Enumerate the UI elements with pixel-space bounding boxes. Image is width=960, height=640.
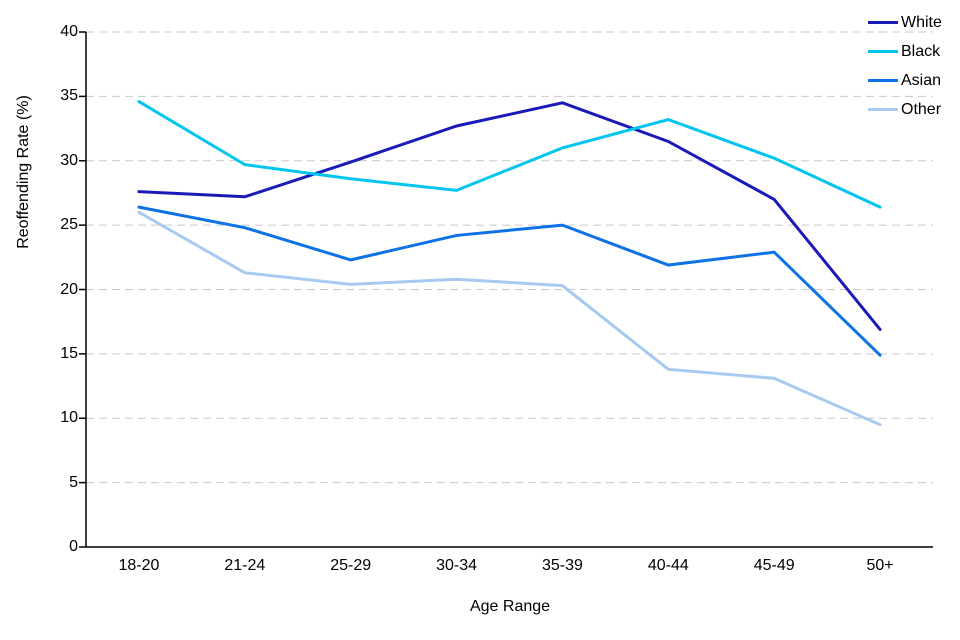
y-tick-label-40: 40	[60, 23, 78, 40]
series-line-other	[137, 210, 882, 427]
legend-item-black: Black	[868, 37, 942, 66]
x-tick-label-18-20: 18-20	[118, 557, 160, 574]
y-tick-label-35: 35	[60, 87, 78, 105]
x-tick-label-45-49: 45-49	[753, 557, 795, 574]
y-tick-label-25: 25	[60, 216, 78, 234]
series-line-white	[137, 101, 882, 331]
legend-swatch-other	[868, 108, 898, 111]
y-tick-label-20: 20	[60, 280, 78, 298]
legend-label: Black	[901, 42, 941, 60]
x-tick-label-40-44: 40-44	[647, 557, 689, 574]
x-tick-label-21-24: 21-24	[224, 557, 266, 574]
x-tick-label-50+: 50+	[866, 557, 894, 574]
legend-item-white: White	[868, 8, 942, 37]
y-tick-label-0: 0	[69, 538, 78, 555]
chart-legend: White Black Asian Other	[868, 8, 942, 124]
legend-label: Other	[901, 100, 942, 118]
x-tick-label-30-34: 30-34	[436, 557, 478, 574]
legend-item-asian: Asian	[868, 66, 942, 95]
legend-swatch-asian	[868, 79, 898, 82]
legend-swatch-white	[868, 21, 898, 24]
x-tick-label-25-29: 25-29	[330, 557, 372, 574]
y-tick-label-5: 5	[69, 473, 78, 491]
x-axis-title: Age Range	[469, 598, 551, 615]
series-line-black	[137, 100, 882, 209]
y-axis-title: Reoffending Rate (%)	[15, 95, 32, 249]
series-line-asian	[137, 205, 882, 357]
legend-label: White	[901, 13, 942, 31]
y-tick-label-30: 30	[60, 151, 78, 169]
legend-swatch-black	[868, 50, 898, 53]
y-tick-label-15: 15	[60, 344, 78, 362]
legend-label: Asian	[901, 71, 942, 89]
x-tick-label-35-39: 35-39	[541, 557, 583, 574]
y-tick-label-10: 10	[60, 409, 78, 427]
legend-item-other: Other	[868, 95, 942, 124]
